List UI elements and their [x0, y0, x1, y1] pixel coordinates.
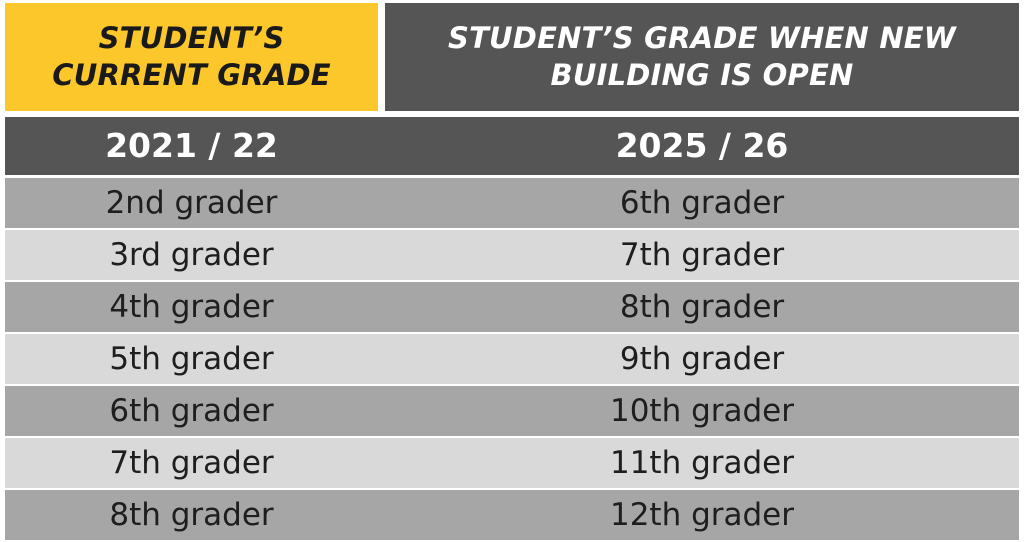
table-row: 6th grader 10th grader — [5, 386, 1019, 436]
table-row: 5th grader 9th grader — [5, 334, 1019, 384]
current-grade-cell: 8th grader — [109, 497, 274, 533]
future-grade-cell: 7th grader — [619, 237, 785, 273]
table-row: 2nd grader 6th grader — [5, 178, 1019, 228]
current-grade-header-label: STUDENT’S CURRENT GRADE — [52, 21, 331, 92]
current-grade-cell: 2nd grader — [105, 185, 278, 221]
table-row: 3rd grader 7th grader — [5, 230, 1019, 280]
future-school-year: 2025 / 26 — [615, 126, 789, 165]
future-grade-cell: 6th grader — [619, 185, 785, 221]
new-building-grade-header-label: STUDENT’S GRADE WHEN NEW BUILDING IS OPE… — [447, 21, 956, 92]
current-grade-cell: 7th grader — [109, 445, 274, 481]
current-grade-cell: 3rd grader — [109, 237, 274, 273]
future-grade-cell: 11th grader — [609, 445, 795, 481]
current-school-year: 2021 / 22 — [105, 126, 278, 165]
current-grade-cell: 6th grader — [109, 393, 274, 429]
school-year-bar: 2021 / 22 2025 / 26 — [5, 117, 1019, 175]
future-grade-cell: 10th grader — [609, 393, 795, 429]
current-grade-cell: 5th grader — [109, 341, 274, 377]
table-row: 7th grader 11th grader — [5, 438, 1019, 488]
grade-rows: 2nd grader 6th grader 3rd grader 7th gra… — [5, 178, 1019, 542]
future-grade-cell: 8th grader — [619, 289, 785, 325]
current-grade-header: STUDENT’S CURRENT GRADE — [5, 3, 378, 111]
table-row: 4th grader 8th grader — [5, 282, 1019, 332]
current-grade-cell: 4th grader — [109, 289, 274, 325]
table-row: 8th grader 12th grader — [5, 490, 1019, 540]
future-grade-cell: 12th grader — [609, 497, 795, 533]
new-building-grade-header: STUDENT’S GRADE WHEN NEW BUILDING IS OPE… — [385, 3, 1019, 111]
future-grade-cell: 9th grader — [619, 341, 785, 377]
